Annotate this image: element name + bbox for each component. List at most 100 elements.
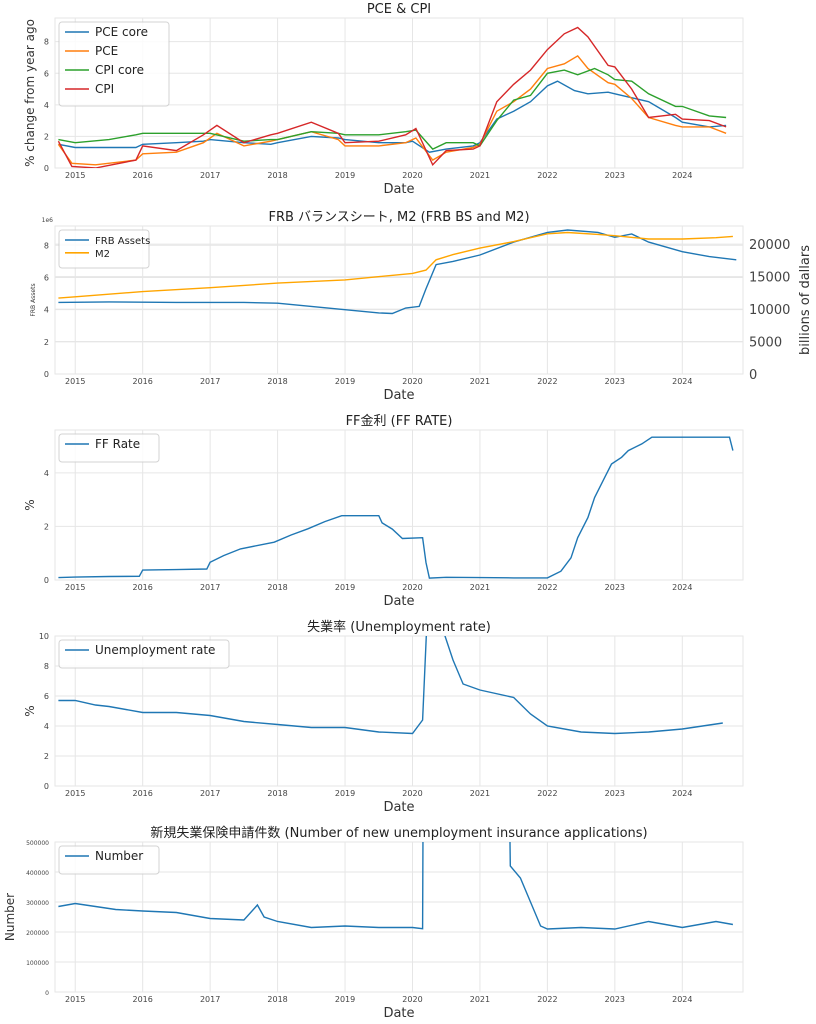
legend-label: Unemployment rate <box>95 643 215 657</box>
x-tick-label: 2015 <box>65 789 85 798</box>
legend-label: Number <box>95 849 143 863</box>
x-tick-label: 2019 <box>335 995 355 1004</box>
y-tick-label: 4 <box>44 722 49 731</box>
chart-panel-5: 2015 2016 2017 2018 2019 2020 2021 2022 2023 2024… <box>3 825 744 1021</box>
chart-panel-2: 2015 2016 2017 2018 2019 2020 2021 2022 2023 2024… <box>30 210 813 403</box>
legend <box>58 21 170 107</box>
x-tick-label: 2023 <box>605 583 625 592</box>
x-axis-label: Date <box>383 1006 414 1021</box>
legend-label: PCE <box>95 44 118 58</box>
y-tick-label: 400000 <box>26 870 49 877</box>
series-line-m2 <box>58 231 733 299</box>
x-tick-label: 2022 <box>537 377 557 386</box>
x-tick-label: 2018 <box>267 377 287 386</box>
x-axis-label: Date <box>383 800 414 815</box>
legend <box>58 845 160 875</box>
y-right-tick-label: 20000 <box>749 238 790 253</box>
y-right-tick-label: 0 <box>749 368 757 383</box>
y-tick-label: 4 <box>44 101 49 110</box>
x-tick-label: 2024 <box>672 789 692 798</box>
y-multiplier-label: 1e6 <box>42 217 54 224</box>
plot-area <box>54 429 744 581</box>
legend-label: CPI <box>95 82 114 96</box>
legend-label: PCE core <box>95 25 148 39</box>
legend <box>58 639 230 669</box>
x-tick-label: 2023 <box>605 995 625 1004</box>
series-line-unemployment-rate <box>58 636 723 735</box>
x-tick-label: 2023 <box>605 171 625 180</box>
y-tick-label: 2 <box>44 522 49 531</box>
x-tick-label: 2024 <box>672 583 692 592</box>
x-tick-label: 2018 <box>267 789 287 798</box>
x-axis-label: Date <box>383 594 414 609</box>
x-tick-label: 2022 <box>537 995 557 1004</box>
series-line-pce <box>57 54 727 166</box>
y-tick-label: 2 <box>44 132 49 141</box>
x-tick-label: 2021 <box>470 995 490 1004</box>
x-tick-label: 2017 <box>200 377 220 386</box>
x-tick-label: 2017 <box>200 995 220 1004</box>
y-tick-label: 0 <box>44 164 49 173</box>
x-tick-label: 2017 <box>200 789 220 798</box>
plot-area <box>54 225 744 375</box>
x-tick-label: 2020 <box>402 789 422 798</box>
y-tick-label: 6 <box>44 692 49 701</box>
x-tick-label: 2018 <box>267 583 287 592</box>
series-line-pce-core <box>58 80 727 153</box>
x-tick-label: 2020 <box>402 171 422 180</box>
x-tick-label: 2020 <box>402 377 422 386</box>
y-tick-label: 8 <box>44 241 49 250</box>
legend-label: FF Rate <box>95 437 140 451</box>
series-line-number <box>58 842 734 930</box>
x-tick-label: 2021 <box>470 377 490 386</box>
y-tick-label: 0 <box>44 782 49 791</box>
y-axis-label: FRB Assets <box>30 283 37 316</box>
chart-title: FRB バランスシート, M2 (FRB BS and M2) <box>268 210 529 225</box>
chart-title: 新規失業保険申請件数 (Number of new unemployment i… <box>150 825 647 841</box>
x-axis-label: Date <box>383 182 414 197</box>
y-tick-label: 0 <box>45 990 49 997</box>
x-tick-label: 2015 <box>65 583 85 592</box>
y-right-tick-label: 10000 <box>749 303 790 318</box>
x-tick-label: 2016 <box>133 789 153 798</box>
x-tick-label: 2022 <box>537 171 557 180</box>
chart-title: 失業率 (Unemployment rate) <box>307 619 491 635</box>
x-tick-label: 2016 <box>133 583 153 592</box>
series-line-cpi-core <box>58 67 727 150</box>
x-tick-label: 2015 <box>65 377 85 386</box>
y-tick-label: 2 <box>44 752 49 761</box>
y-tick-label: 6 <box>44 273 49 282</box>
y-tick-label: 100000 <box>26 960 49 967</box>
legend-label: M2 <box>95 249 110 260</box>
x-tick-label: 2019 <box>335 171 355 180</box>
y-axis-label: % <box>23 499 37 510</box>
x-tick-label: 2015 <box>65 995 85 1004</box>
legend-label: CPI core <box>95 63 144 77</box>
x-tick-label: 2021 <box>470 789 490 798</box>
y-right-tick-label: 5000 <box>749 336 782 351</box>
series-line-cpi <box>57 26 727 168</box>
x-tick-label: 2024 <box>672 171 692 180</box>
y-tick-label: 0 <box>44 370 49 379</box>
x-tick-label: 2020 <box>402 995 422 1004</box>
y-right-axis-label: billions of dallars <box>798 245 813 355</box>
x-tick-label: 2016 <box>133 171 153 180</box>
y-tick-label: 300000 <box>26 900 49 907</box>
x-tick-label: 2019 <box>335 789 355 798</box>
x-tick-label: 2020 <box>402 583 422 592</box>
y-tick-label: 6 <box>44 69 49 78</box>
chart-panel-4: 2015 2016 2017 2018 2019 2020 2021 2022 2023 2024… <box>23 619 744 815</box>
x-tick-label: 2023 <box>605 789 625 798</box>
x-tick-label: 2015 <box>65 171 85 180</box>
x-tick-label: 2018 <box>267 171 287 180</box>
y-axis-label: % change from year ago <box>23 19 37 167</box>
x-tick-label: 2023 <box>605 377 625 386</box>
x-tick-label: 2019 <box>335 377 355 386</box>
series-line-ff-rate <box>58 436 734 579</box>
x-tick-label: 2016 <box>133 995 153 1004</box>
chart-panel-3: 2015 2016 2017 2018 2019 2020 2021 2022 2023 2024… <box>23 413 744 609</box>
series-line-frb-assets <box>58 229 737 315</box>
y-tick-label: 8 <box>44 662 49 671</box>
x-tick-label: 2018 <box>267 995 287 1004</box>
x-tick-label: 2022 <box>537 789 557 798</box>
